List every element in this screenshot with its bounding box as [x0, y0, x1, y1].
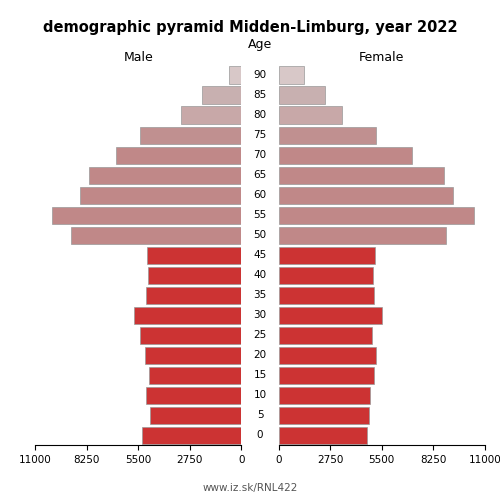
Bar: [278, 126, 376, 144]
Bar: [278, 246, 375, 264]
Bar: [146, 386, 242, 404]
Text: 45: 45: [254, 250, 266, 260]
Bar: [278, 266, 374, 283]
Text: 70: 70: [254, 150, 266, 160]
Bar: [140, 326, 242, 344]
Bar: [278, 206, 473, 224]
Bar: [134, 306, 242, 324]
Bar: [278, 286, 374, 304]
Bar: [148, 266, 242, 283]
Text: 55: 55: [254, 210, 266, 220]
Text: 50: 50: [254, 230, 266, 240]
Text: 30: 30: [254, 310, 266, 320]
Bar: [278, 366, 374, 384]
Bar: [80, 186, 241, 204]
Bar: [278, 386, 370, 404]
Bar: [182, 106, 242, 124]
Text: 0: 0: [257, 430, 263, 440]
Bar: [278, 106, 342, 124]
Bar: [202, 86, 241, 104]
Bar: [278, 66, 304, 84]
Text: 75: 75: [254, 130, 266, 140]
Bar: [278, 86, 326, 104]
Bar: [278, 346, 376, 364]
Bar: [148, 366, 242, 384]
Bar: [145, 346, 242, 364]
Text: 25: 25: [254, 330, 266, 340]
Text: 20: 20: [254, 350, 266, 360]
Bar: [52, 206, 242, 224]
Bar: [142, 426, 242, 444]
Text: 90: 90: [254, 70, 266, 80]
Bar: [278, 186, 453, 204]
Bar: [278, 146, 412, 164]
Bar: [278, 426, 367, 444]
Bar: [70, 226, 241, 244]
Bar: [278, 226, 446, 244]
Text: 35: 35: [254, 290, 266, 300]
Text: 10: 10: [254, 390, 266, 400]
Text: Age: Age: [248, 38, 272, 51]
Title: Female: Female: [359, 51, 405, 64]
Bar: [146, 246, 242, 264]
Bar: [116, 146, 242, 164]
Bar: [146, 286, 242, 304]
Text: 65: 65: [254, 170, 266, 180]
Text: 5: 5: [256, 410, 264, 420]
Bar: [140, 126, 242, 144]
Bar: [278, 326, 372, 344]
Title: Male: Male: [124, 51, 153, 64]
Bar: [150, 406, 242, 424]
Text: 15: 15: [254, 370, 266, 380]
Bar: [278, 306, 382, 324]
Text: 60: 60: [254, 190, 266, 200]
Text: 40: 40: [254, 270, 266, 280]
Bar: [278, 166, 444, 184]
Text: 85: 85: [254, 90, 266, 100]
Bar: [229, 66, 241, 84]
Text: 80: 80: [254, 110, 266, 120]
Text: demographic pyramid Midden-Limburg, year 2022: demographic pyramid Midden-Limburg, year…: [42, 20, 458, 35]
Text: www.iz.sk/RNL422: www.iz.sk/RNL422: [202, 482, 298, 492]
Bar: [90, 166, 242, 184]
Bar: [278, 406, 368, 424]
